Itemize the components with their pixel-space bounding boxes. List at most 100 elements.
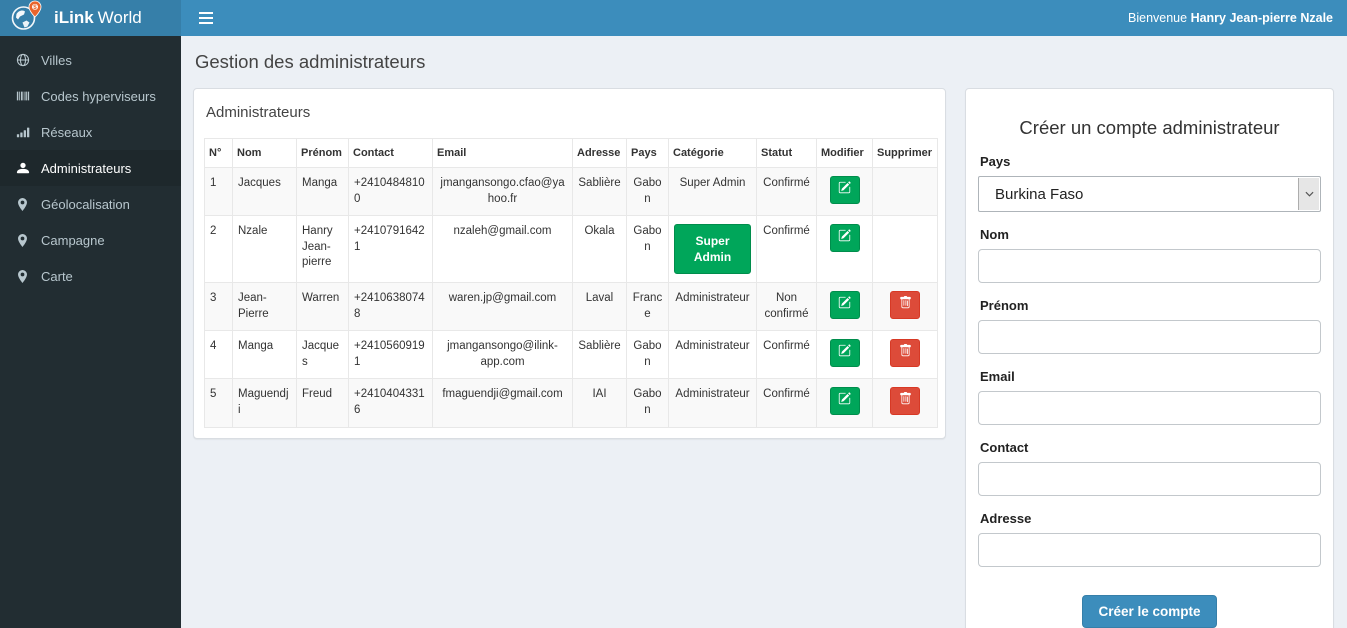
cell-contact: +24105609191 [348, 330, 433, 380]
cell-pays: France [626, 282, 669, 332]
cell-adresse: Okala [572, 215, 627, 284]
col-header-prenom: Prénom [296, 138, 349, 168]
cell-pays: Gabon [626, 215, 669, 284]
sidebar-item-reseaux[interactable]: Réseaux [0, 114, 181, 150]
sidebar-item-label: Campagne [41, 232, 105, 248]
sidebar-item-label: Codes hyperviseurs [41, 88, 156, 104]
cell-nom: Maguendji [232, 378, 297, 428]
edit-button[interactable] [829, 176, 860, 204]
welcome-prefix: Bienvenue [1128, 11, 1188, 25]
trash-icon [899, 296, 912, 315]
create-account-button[interactable]: Créer le compte [1082, 595, 1217, 628]
sidebar-item-villes[interactable]: Villes [0, 42, 181, 78]
cell-email: jmangansongo.cfao@yahoo.fr [432, 166, 573, 217]
user-name[interactable]: Hanry Jean-pierre Nzale [1190, 11, 1333, 25]
brand-title: iLink World [54, 8, 142, 28]
brand-title-rest: World [97, 8, 142, 27]
adresse-field[interactable] [978, 533, 1321, 567]
table-row: 1 Jacques Manga +24104848100 jmangansong… [204, 166, 938, 217]
cell-email: nzaleh@gmail.com [432, 215, 573, 284]
sidebar: Villes Codes hyperviseurs Réseaux Admini… [0, 36, 181, 628]
col-header-pays: Pays [626, 138, 669, 168]
menu-toggle-icon[interactable] [195, 6, 217, 30]
edit-button[interactable] [829, 291, 860, 320]
cell-nom: Nzale [232, 215, 297, 284]
cell-nom: Manga [232, 330, 297, 380]
cell-num: 3 [204, 282, 233, 332]
pays-label: Pays [980, 154, 1011, 169]
cell-contact: +24104848100 [348, 166, 433, 217]
col-header-contact: Contact [348, 138, 433, 168]
cell-statut: Confirmé [756, 215, 817, 284]
nom-label: Nom [980, 227, 1009, 242]
table-row: 5 Maguendji Freud +24104043316 fmaguendj… [204, 378, 938, 428]
edit-button[interactable] [829, 339, 860, 368]
pencil-square-icon [838, 181, 851, 200]
col-header-adresse: Adresse [572, 138, 627, 168]
delete-button[interactable] [890, 339, 920, 368]
col-header-statut: Statut [756, 138, 817, 168]
delete-button[interactable] [890, 387, 920, 416]
cell-categorie: Administrateur [668, 330, 757, 380]
contact-label: Contact [980, 440, 1029, 455]
cell-email: jmangansongo@ilink-app.com [432, 330, 573, 380]
cell-prenom: Warren [296, 282, 349, 332]
cell-statut: Confirmé [756, 166, 817, 217]
sidebar-item-administrateurs[interactable]: Administrateurs [0, 150, 181, 186]
cell-email: fmaguendji@gmail.com [432, 378, 573, 428]
signal-icon [15, 125, 30, 139]
cell-categorie: Super Admin [668, 166, 757, 217]
sidebar-item-label: Administrateurs [41, 160, 132, 176]
sidebar-item-label: Villes [41, 52, 72, 68]
pencil-square-icon [838, 296, 851, 315]
col-header-email: Email [432, 138, 573, 168]
cell-contact: +24107916421 [348, 215, 433, 284]
cell-adresse: IAI [572, 378, 627, 428]
edit-button[interactable] [829, 387, 860, 416]
sidebar-item-campagne[interactable]: Campagne [0, 222, 181, 258]
col-header-supprimer: Supprimer [872, 138, 938, 168]
edit-button[interactable] [829, 224, 860, 253]
contact-field[interactable] [978, 462, 1321, 496]
admins-panel-title: Administrateurs [206, 104, 311, 121]
map-marker-icon [15, 233, 30, 247]
cell-prenom: Manga [296, 166, 349, 217]
cell-num: 5 [204, 378, 233, 428]
table-row: 2 Nzale Hanry Jean-pierre +24107916421 n… [204, 215, 938, 284]
cell-prenom: Jacques [296, 330, 349, 380]
nom-field[interactable] [978, 249, 1321, 283]
pays-select[interactable]: Burkina Faso [978, 176, 1321, 212]
welcome-text: Bienvenue Hanry Jean-pierre Nzale [1128, 11, 1333, 25]
cell-contact: +24106380748 [348, 282, 433, 332]
sidebar-item-codes-hyperviseurs[interactable]: Codes hyperviseurs [0, 78, 181, 114]
barcode-icon [15, 89, 30, 103]
cell-categorie: Administrateur [668, 282, 757, 332]
col-header-num: N° [204, 138, 233, 168]
super-admin-badge-button[interactable]: Super Admin [674, 224, 751, 275]
cell-num: 1 [204, 166, 233, 217]
pencil-square-icon [838, 229, 851, 248]
cell-email: waren.jp@gmail.com [432, 282, 573, 332]
cell-statut: Confirmé [756, 378, 817, 428]
cell-categorie: Administrateur [668, 378, 757, 428]
svg-text:$: $ [33, 4, 37, 11]
admins-table: N° Nom Prénom Contact Email Adresse Pays… [204, 138, 938, 428]
sidebar-item-carte[interactable]: Carte [0, 258, 181, 294]
map-marker-icon [15, 269, 30, 283]
create-account-panel: Créer un compte administrateur Pays Burk… [965, 88, 1334, 628]
trash-icon [899, 392, 912, 411]
delete-button[interactable] [890, 291, 920, 320]
pencil-square-icon [838, 392, 851, 411]
cell-pays: Gabon [626, 378, 669, 428]
sidebar-item-geolocalisation[interactable]: Géolocalisation [0, 186, 181, 222]
main-content: Gestion des administrateurs Administrate… [181, 36, 1347, 628]
admins-panel: Administrateurs N° Nom Prénom Contact [193, 88, 946, 439]
adresse-label: Adresse [980, 511, 1032, 526]
create-account-title: Créer un compte administrateur [1019, 117, 1280, 138]
email-field[interactable] [978, 391, 1321, 425]
prenom-field[interactable] [978, 320, 1321, 354]
cell-statut: Confirmé [756, 330, 817, 380]
brand-logo[interactable]: $ iLink World [0, 0, 181, 36]
globe-pin-logo-icon: $ [9, 0, 45, 37]
